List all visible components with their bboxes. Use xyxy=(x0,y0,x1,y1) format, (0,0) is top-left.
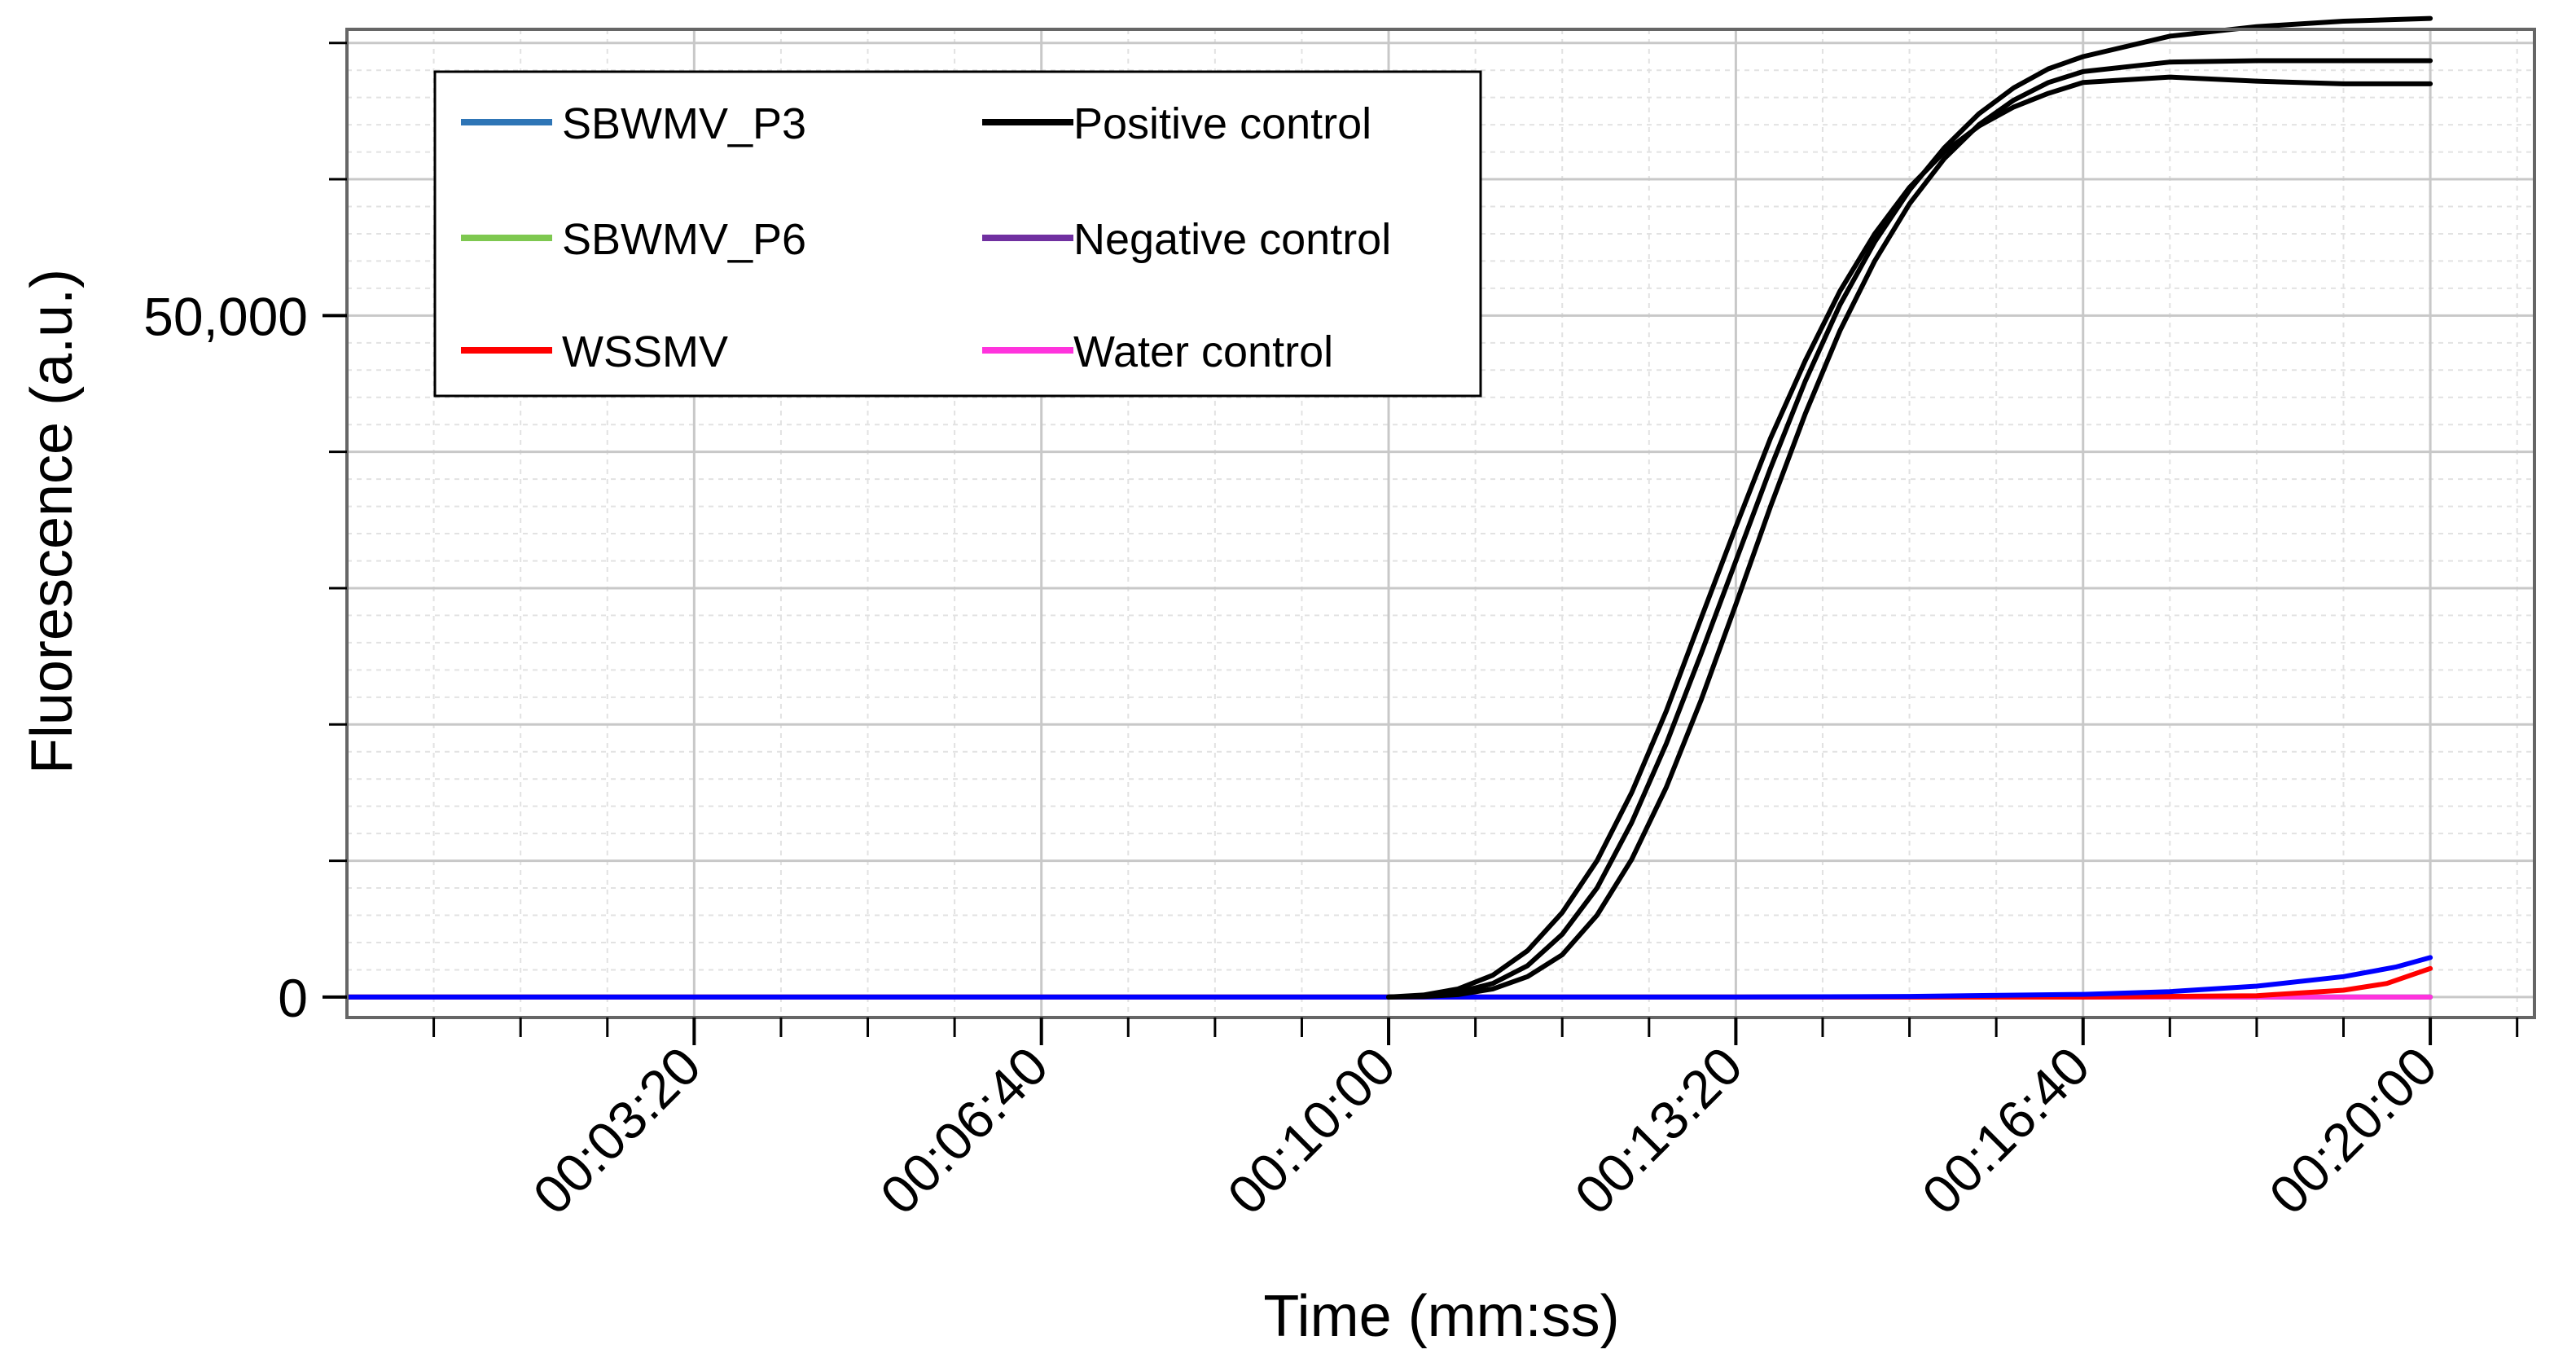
series-line-4 xyxy=(1386,15,2433,1000)
y-axis-ticks: 0 50,000 xyxy=(143,42,347,1028)
plot-frame xyxy=(345,28,2536,1019)
series-line-8 xyxy=(344,955,2433,1000)
y-tick-label: 0 xyxy=(278,968,308,1028)
x-axis-label: Time (mm:ss) xyxy=(1263,1284,1619,1349)
legend-label: Water control xyxy=(1073,327,1333,376)
series-line-5 xyxy=(1386,58,2433,1000)
y-tick-label: 50,000 xyxy=(143,286,308,346)
legend-box xyxy=(433,70,1482,398)
legend-label: SBWMV_P6 xyxy=(562,215,806,264)
series-lines xyxy=(344,15,2433,1000)
series-line-3 xyxy=(1386,74,2433,1000)
legend-label: WSSMV xyxy=(562,327,728,376)
legend-label: SBWMV_P3 xyxy=(562,99,806,148)
legend: SBWMV_P3 SBWMV_P6 WSSMV Positive control Neg… xyxy=(433,70,1482,398)
legend-label: Positive control xyxy=(1073,99,1371,148)
legend-label: Negative control xyxy=(1073,215,1391,264)
y-axis-label: Fluorescence (a.u.) xyxy=(20,269,85,774)
